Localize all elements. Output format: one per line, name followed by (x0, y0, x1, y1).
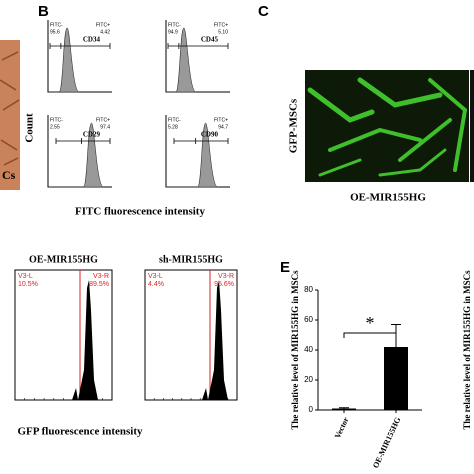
marker-label: CD45 (201, 36, 219, 44)
gate (167, 43, 229, 49)
x-tick-label: Vector (333, 415, 351, 439)
gate-value: 5.10 (218, 29, 228, 35)
gate-label: FITC- (168, 22, 181, 28)
gate-value: 95.6% (214, 281, 234, 288)
y-tick-label: 80 (304, 285, 313, 294)
bar (332, 408, 356, 410)
error-bar (339, 407, 349, 409)
gate-label: V3-R (218, 273, 234, 280)
gate-value: 10.5% (18, 281, 38, 288)
histogram (48, 122, 104, 188)
gate-label: V3-R (93, 273, 109, 280)
plot-frame (14, 269, 113, 401)
gate-value: 5.28 (168, 124, 178, 130)
plot-title: sh-MIR155HG (159, 254, 223, 265)
gate-value: 97.4 (100, 124, 110, 130)
gate (173, 138, 229, 144)
gate-label: V3-L (148, 273, 163, 280)
cell-image (0, 40, 20, 190)
next-image-edge (470, 70, 474, 182)
panel-label: C (258, 3, 269, 20)
y-tick-label: 0 (309, 405, 314, 414)
gate-label: FITC+ (96, 117, 110, 123)
significance-mark: * (366, 313, 375, 333)
gate (55, 138, 111, 144)
gate-value: 95.6 (50, 29, 60, 35)
y-tick-label: 40 (304, 345, 313, 354)
gate-label: FITC- (50, 117, 63, 123)
gate-label: FITC+ (96, 22, 110, 28)
gate-label: FITC+ (214, 117, 228, 123)
marker-label: CD29 (83, 131, 101, 139)
x-tick-label: OE-MIR155HG (371, 416, 402, 470)
y-tick-label: 60 (304, 315, 313, 324)
gate-label: FITC- (168, 117, 181, 123)
significance-bracket (343, 332, 397, 338)
gate-value: 4.4% (148, 281, 164, 288)
panel-a-label: Cs (2, 168, 16, 182)
y-axis-label: GFP-MSCs (288, 98, 300, 153)
y-tick-label: 20 (304, 375, 313, 384)
histogram (72, 280, 98, 400)
gate-value: 4.42 (100, 29, 110, 35)
x-axis-label: GFP fluorescence intensity (17, 426, 143, 438)
gate-value: 94.9 (168, 29, 178, 35)
gfp-cells (307, 77, 468, 177)
histogram (166, 27, 197, 93)
bar (384, 347, 408, 410)
panel-label: B (38, 3, 49, 20)
y-axis-label: Count (24, 113, 36, 143)
cell-texture (0, 51, 20, 166)
gate-label: FITC- (50, 22, 63, 28)
histogram (202, 280, 228, 400)
gate-value: 94.7 (218, 124, 228, 130)
x-axis-label: OE-MIR155HG (350, 192, 426, 204)
gate-value: 2.55 (50, 124, 60, 130)
gate-value: 89.5% (89, 281, 109, 288)
histogram (166, 122, 218, 188)
y-axis-label: The relative level of MIR155HG in MSCs (462, 270, 472, 430)
plot-title: OE-MIR155HG (29, 254, 98, 265)
marker-label: CD90 (201, 131, 219, 139)
gate-label: FITC+ (214, 22, 228, 28)
gate-label: V3-L (18, 273, 33, 280)
panel-label: E (280, 259, 290, 276)
gate (49, 43, 111, 49)
histogram (48, 27, 80, 93)
x-axis-label: FITC fluorescence intensity (75, 206, 205, 218)
y-axis-label: The relative level of MIR155HG in MSCs (290, 270, 300, 430)
marker-label: CD34 (83, 36, 101, 44)
